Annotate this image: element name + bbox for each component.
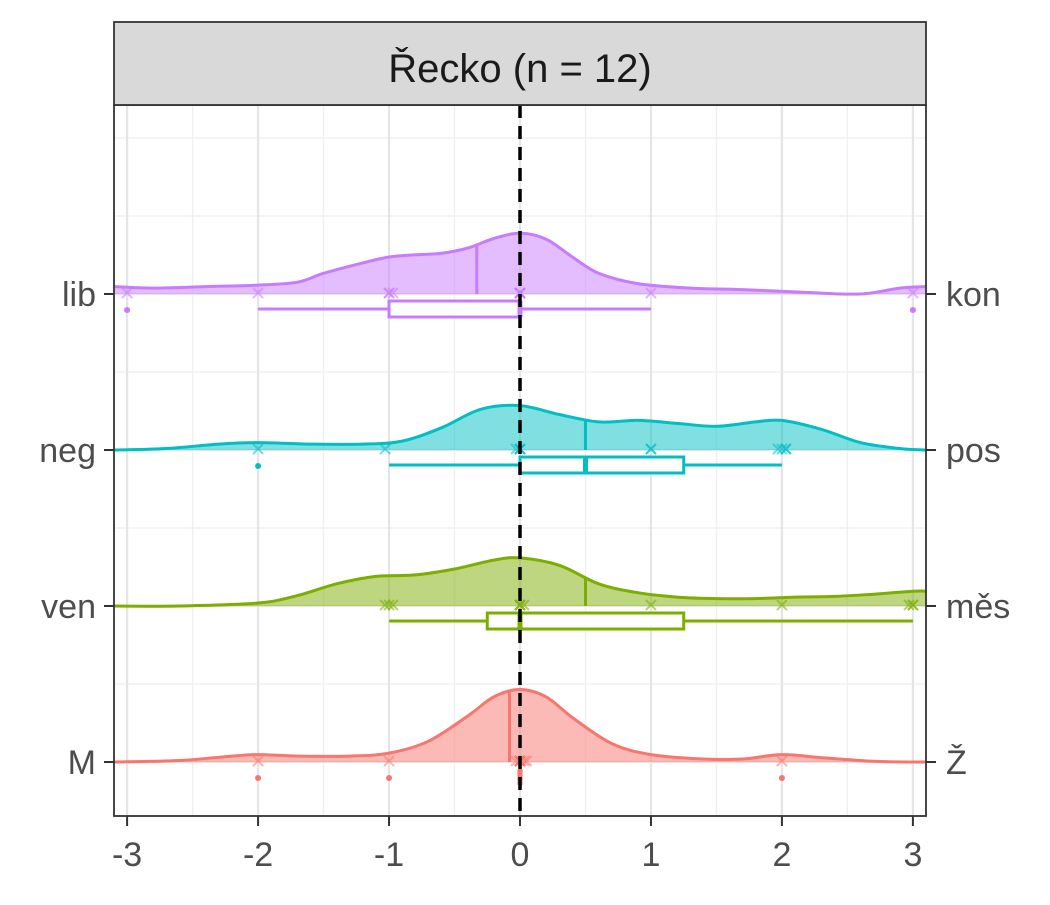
- data-point: [387, 287, 399, 299]
- data-point-stroke: [252, 287, 264, 299]
- density-curve-ven: [113, 556, 927, 608]
- outlier-point: [386, 775, 393, 781]
- outlier-point: [255, 463, 262, 469]
- data-point-stroke: [383, 599, 395, 611]
- data-point-stroke: [645, 443, 657, 455]
- data-point: [383, 755, 395, 767]
- x-tick-label: 3: [903, 836, 922, 874]
- data-point-stroke: [907, 599, 919, 611]
- data-point: [514, 287, 526, 299]
- data-point: [514, 599, 526, 611]
- box-lib: [387, 299, 522, 319]
- data-point-stroke: [514, 599, 526, 611]
- data-point-stroke: [252, 755, 264, 767]
- facet-strip: [113, 21, 927, 106]
- row-ven: [113, 556, 927, 631]
- data-point: [907, 287, 919, 299]
- x-tick-label: 0: [511, 836, 530, 874]
- x-tick-label: -3: [112, 836, 142, 874]
- data-point: [776, 755, 788, 767]
- data-point: [387, 599, 399, 611]
- axis-layer: -3 -2 -1 0 1 2 3 lib kon neg pos ven měs M Ž: [39, 276, 1010, 874]
- x-tick-label: -2: [243, 836, 273, 874]
- data-point: [903, 599, 915, 611]
- data-point-stroke: [252, 443, 264, 455]
- x-tick-label: -1: [374, 836, 404, 874]
- y-label-right: Ž: [946, 744, 967, 782]
- data-point-stroke: [776, 443, 788, 455]
- y-label-left: neg: [39, 432, 96, 470]
- density-area-ven: [114, 557, 926, 607]
- data-point: [518, 599, 530, 611]
- outlier-point: [778, 775, 785, 781]
- y-label-left: lib: [62, 276, 96, 314]
- density-curve-neg: [113, 403, 927, 452]
- data-point-stroke: [383, 755, 395, 767]
- data-point-stroke: [776, 599, 788, 611]
- data-point: [383, 599, 395, 611]
- data-point: [252, 287, 264, 299]
- data-point-stroke: [514, 287, 526, 299]
- data-point-stroke: [907, 287, 919, 299]
- data-point-stroke: [776, 755, 788, 767]
- outlier-point: [124, 307, 131, 313]
- data-point: [780, 443, 792, 455]
- y-label-left: M: [68, 744, 96, 782]
- data-point: [379, 443, 391, 455]
- data-point: [252, 443, 264, 455]
- data-point: [645, 599, 657, 611]
- y-label-right: kon: [946, 276, 1001, 314]
- y-label-right: pos: [946, 432, 1001, 470]
- y-label-right: měs: [946, 588, 1010, 626]
- data-point-stroke: [383, 287, 395, 299]
- data-point-stroke: [645, 287, 657, 299]
- outlier-point: [255, 775, 262, 781]
- data-point-stroke: [780, 443, 792, 455]
- data-point-stroke: [379, 443, 391, 455]
- data-point: [645, 443, 657, 455]
- data-point: [907, 599, 919, 611]
- data-point-stroke: [121, 287, 133, 299]
- data-point: [776, 599, 788, 611]
- box-neg: [518, 455, 686, 475]
- density-curve-M: [113, 687, 927, 764]
- density-curve-lib: [113, 231, 927, 296]
- data-point: [383, 287, 395, 299]
- data-point-stroke: [387, 599, 399, 611]
- y-label-left: ven: [41, 588, 96, 626]
- x-tick-label: 1: [642, 836, 661, 874]
- data-point: [645, 287, 657, 299]
- data-point: [121, 287, 133, 299]
- data-point-stroke: [387, 287, 399, 299]
- x-tick-label: 2: [772, 836, 791, 874]
- data-point-stroke: [645, 599, 657, 611]
- data-point: [252, 755, 264, 767]
- data-point: [776, 443, 788, 455]
- data-point-stroke: [903, 599, 915, 611]
- box-ven: [485, 611, 686, 631]
- data-point-stroke: [518, 599, 530, 611]
- facet-title: Řecko (n = 12): [388, 46, 651, 91]
- outlier-point: [909, 307, 916, 313]
